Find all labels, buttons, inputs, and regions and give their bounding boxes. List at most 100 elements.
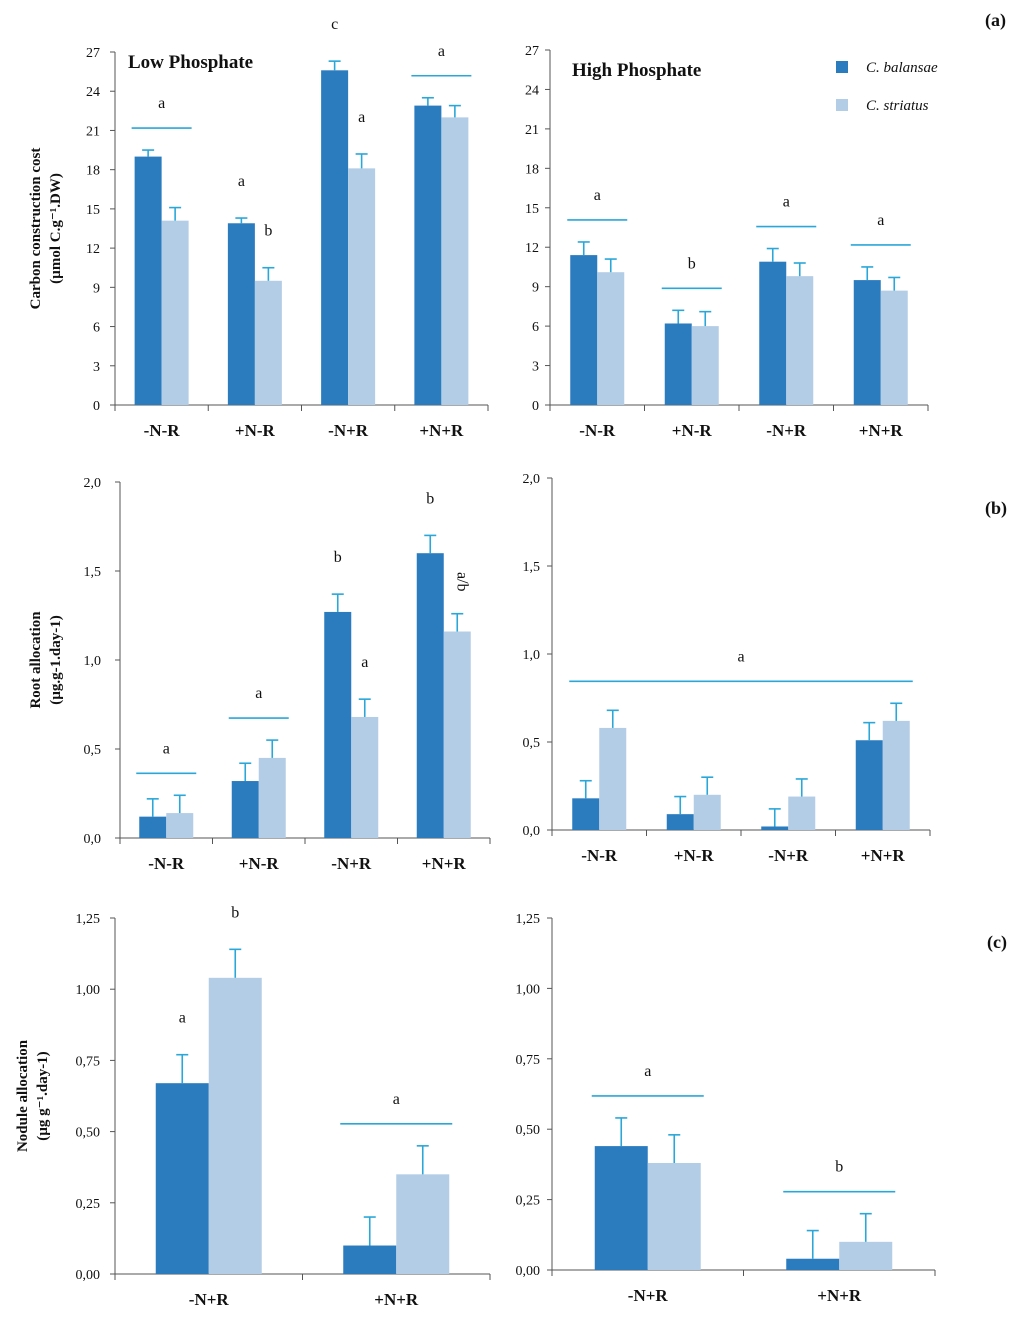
bar-balansae: [786, 1258, 840, 1270]
x-tick-label: +N+R: [422, 854, 467, 873]
y-tick-label: 12: [86, 242, 100, 257]
bar-striatus: [166, 813, 194, 838]
bar-striatus: [161, 220, 189, 405]
bar-balansae: [594, 1146, 648, 1270]
x-tick-label: +N-R: [239, 854, 280, 873]
bar-balansae: [343, 1245, 397, 1274]
y-axis-label: Carbon construction cost: [28, 148, 44, 310]
y-tick-label: 3: [93, 360, 100, 375]
bar-balansae: [416, 553, 444, 838]
x-tick-label: +N-R: [674, 846, 715, 865]
x-tick-label: -N-R: [148, 854, 185, 873]
y-tick-label: 1,0: [523, 648, 541, 663]
y-tick-label: 0,5: [84, 743, 102, 758]
y-tick-label: 0,25: [516, 1194, 541, 1209]
bar-balansae: [664, 323, 692, 405]
bar-striatus: [788, 796, 816, 830]
bar-balansae: [324, 611, 352, 838]
bar-balansae: [414, 105, 442, 406]
x-tick-label: -N+R: [328, 421, 369, 440]
y-tick-label: 0: [93, 399, 100, 414]
y-tick-label: 0: [532, 399, 539, 414]
y-tick-label: 21: [86, 124, 100, 139]
bar-striatus: [882, 720, 910, 830]
x-tick-label: +N+R: [374, 1290, 419, 1309]
significance-letter: a: [594, 187, 601, 204]
significance-letter: a: [179, 1010, 186, 1027]
charts-layer: 0 3 6 9 12 15 18 21 24 27 -N-R +N-R -N+R +N+R a a b c a a Ca…: [15, 16, 936, 1309]
bar-balansae: [855, 740, 883, 830]
y-axis-label: (µg g⁻¹.day-1): [35, 1051, 51, 1140]
y-axis-label: Nodule allocation: [15, 1039, 31, 1152]
legend-swatch-striatus: [836, 99, 848, 111]
bar-striatus: [443, 631, 471, 838]
y-tick-label: 18: [525, 162, 539, 177]
y-tick-label: 0,0: [523, 824, 541, 839]
y-tick-label: 6: [93, 321, 100, 336]
x-tick-label: +N-R: [235, 421, 276, 440]
y-tick-label: 0,50: [76, 1126, 101, 1141]
y-tick-label: 0,75: [516, 1053, 541, 1068]
x-tick-label: +N+R: [859, 421, 904, 440]
significance-letter: a: [163, 740, 170, 757]
y-tick-label: 21: [525, 123, 539, 138]
chart-title: Low Phosphate: [128, 52, 253, 73]
y-tick-label: 1,25: [76, 912, 101, 927]
chart-a_low: 0 3 6 9 12 15 18 21 24 27 -N-R +N-R -N+R +N+R a a b c a a Ca…: [28, 16, 489, 440]
legend-label-balansae: C. balansae: [866, 60, 938, 76]
y-tick-label: 12: [525, 241, 539, 256]
x-tick-label: +N+R: [861, 846, 906, 865]
significance-letter: a: [393, 1091, 400, 1108]
bar-striatus: [258, 757, 286, 838]
significance-letter: a: [361, 654, 368, 671]
y-tick-label: 27: [86, 46, 100, 61]
y-tick-label: 15: [86, 203, 100, 218]
bar-striatus: [597, 272, 625, 405]
significance-letter: b: [334, 549, 342, 566]
bar-striatus: [599, 727, 627, 830]
y-tick-label: 18: [86, 164, 100, 179]
y-tick-label: 0,50: [516, 1123, 541, 1138]
y-tick-label: 3: [532, 360, 539, 375]
y-tick-label: 1,00: [516, 982, 541, 997]
x-tick-label: +N+R: [419, 421, 464, 440]
y-tick-label: 9: [93, 281, 100, 296]
y-tick-label: 24: [86, 85, 100, 100]
y-tick-label: 1,0: [84, 654, 102, 669]
bar-striatus: [880, 290, 908, 405]
x-tick-label: -N+R: [628, 1286, 669, 1305]
significance-letter: b: [688, 255, 696, 272]
bar-balansae: [134, 156, 162, 405]
bar-striatus: [348, 168, 376, 405]
bar-balansae: [321, 70, 349, 405]
bar-striatus: [254, 280, 282, 405]
legend-swatch-balansae: [836, 61, 848, 73]
y-tick-label: 1,5: [84, 565, 102, 580]
significance-letter: b: [835, 1159, 843, 1176]
y-tick-label: 0,75: [76, 1054, 101, 1069]
significance-letter: a: [737, 648, 744, 665]
y-axis-label: (µmol C.g⁻¹.DW): [48, 173, 64, 284]
y-axis-label: (µg.g-1.day-1): [48, 615, 64, 704]
bar-balansae: [227, 223, 255, 405]
y-tick-label: 1,25: [516, 912, 541, 927]
legend: C. balansae C. striatus: [836, 60, 938, 114]
bar-striatus: [647, 1162, 701, 1270]
significance-letter: b: [231, 904, 239, 921]
y-tick-label: 9: [532, 281, 539, 296]
bar-striatus: [693, 794, 721, 830]
significance-letter: a: [255, 685, 262, 702]
bar-striatus: [208, 977, 262, 1274]
chart-a_high: 0 3 6 9 12 15 18 21 24 27 -N-R +N-R -N+R +N+R a b a a High…: [525, 44, 929, 440]
significance-letter: a: [783, 194, 790, 211]
bar-balansae: [570, 255, 598, 405]
bar-balansae: [231, 781, 259, 838]
bar-balansae: [572, 798, 600, 830]
chart-b_low: 0,0 0,5 1,0 1,5 2,0 -N-R +N-R -N+R +N+R a a b a b a/b R…: [28, 476, 491, 873]
y-tick-label: 0,00: [516, 1264, 541, 1279]
y-axis-label: Root allocation: [28, 611, 44, 709]
x-tick-label: -N-R: [579, 421, 616, 440]
y-tick-label: 24: [525, 83, 539, 98]
y-tick-label: 0,5: [523, 736, 541, 751]
bar-balansae: [666, 814, 694, 830]
